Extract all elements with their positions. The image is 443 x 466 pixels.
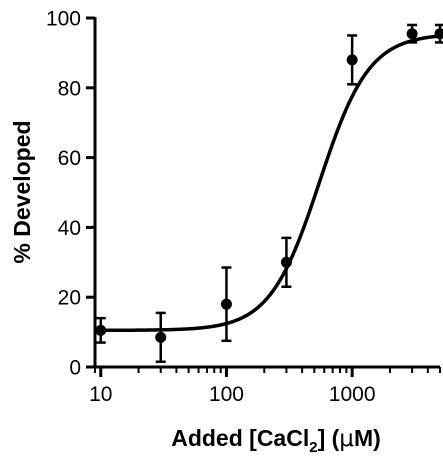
y-tick-label: 100: [46, 8, 81, 31]
data-point: [406, 28, 418, 40]
data-point: [220, 298, 232, 310]
y-tick-label: 60: [58, 147, 81, 170]
y-tick-label: 80: [58, 77, 81, 100]
x-tick-label: 10: [89, 383, 112, 406]
x-axis-title-subscript: 2: [309, 439, 317, 456]
y-tick-label: 40: [58, 217, 81, 240]
fit-curve: [95, 34, 441, 333]
x-tick-label: 1000: [329, 383, 376, 406]
data-points: [95, 28, 443, 343]
tick-marks: [86, 16, 441, 377]
x-axis-title-unit-open: (: [325, 425, 339, 451]
data-point: [95, 324, 107, 336]
x-axis-title-prefix: Added [CaCl: [171, 425, 309, 451]
x-axis-title-close: ]: [318, 425, 326, 451]
data-point: [434, 28, 443, 40]
axes: [93, 17, 440, 369]
y-tick-label: 0: [69, 357, 81, 380]
data-point: [280, 256, 292, 268]
data-point: [346, 54, 358, 66]
x-tick-label: 100: [209, 383, 244, 406]
x-axis-title-unit-rest: M): [354, 425, 381, 451]
tick-labels: 0 20 40 60 80 100 10 100 1000: [46, 8, 376, 407]
y-axis-title: % Developed: [9, 120, 35, 263]
x-axis-title-unit-greek: μ: [339, 426, 354, 452]
error-bars: [95, 23, 443, 364]
data-point: [155, 331, 167, 343]
fit-curve-layer: [95, 34, 441, 333]
y-tick-label: 20: [58, 287, 81, 310]
x-axis-title: Added [CaCl2] (μM): [171, 425, 381, 456]
